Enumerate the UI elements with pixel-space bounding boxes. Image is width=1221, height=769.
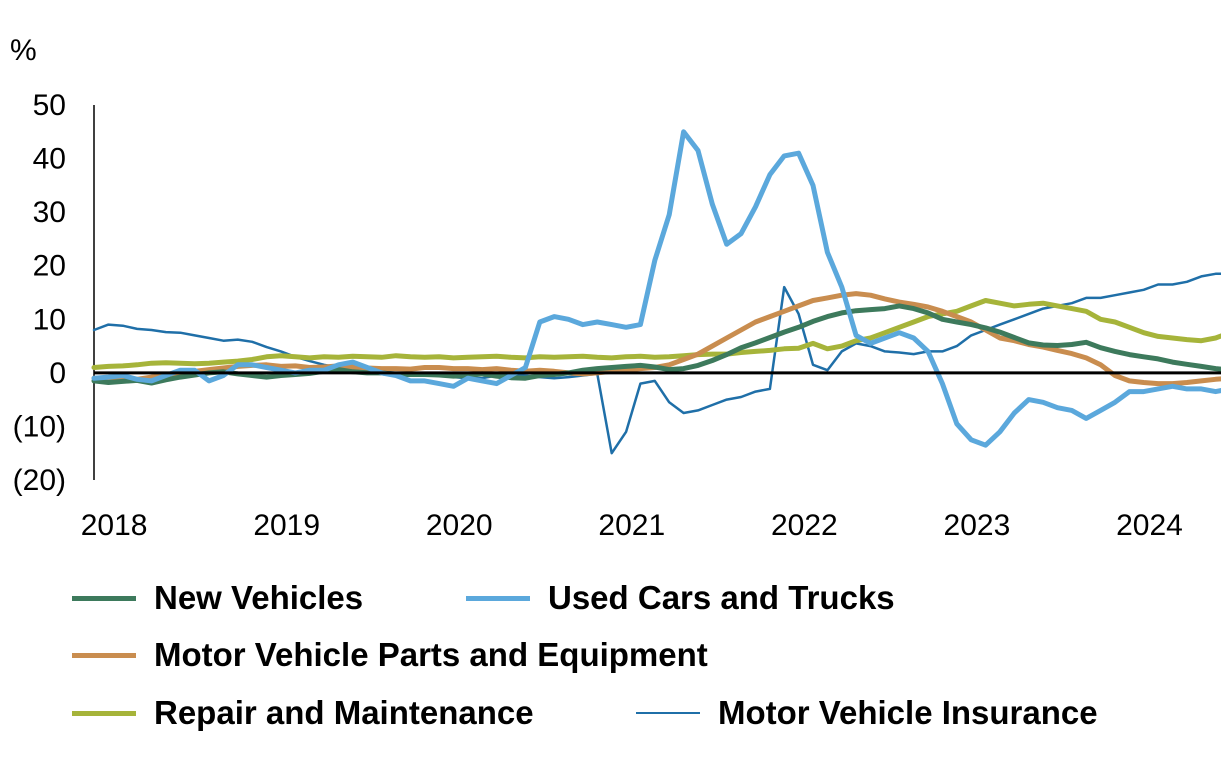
y-tick-label: 50 [33, 89, 66, 122]
x-tick-label: 2019 [253, 509, 320, 542]
y-tick-label: 0 [49, 357, 66, 390]
x-tick-label: 2020 [426, 509, 493, 542]
legend-label: Motor Vehicle Parts and Equipment [154, 636, 708, 673]
series-layer [91, 129, 1221, 455]
x-tick-label: 2023 [944, 509, 1011, 542]
y-axis-ticks: 50 40 30 20 10 0 (10) (20) [13, 89, 66, 497]
x-tick-label: 2024 [1116, 509, 1183, 542]
series-line-motor-vehicle-insurance [92, 272, 1221, 455]
y-tick-label: 20 [33, 250, 66, 283]
y-tick-label: 30 [33, 196, 66, 229]
legend-label: Repair and Maintenance [154, 694, 534, 731]
x-tick-label: 2021 [598, 509, 665, 542]
legend-item-insurance: Motor Vehicle Insurance [636, 693, 1098, 733]
legend-label: New Vehicles [154, 579, 364, 616]
legend-swatch [72, 652, 136, 658]
y-tick-label: 10 [33, 303, 66, 336]
legend-swatch [466, 595, 530, 601]
legend: New Vehicles Used Cars and Trucks Motor … [0, 570, 1221, 760]
legend-swatch [636, 712, 700, 714]
legend-swatch [72, 710, 136, 716]
legend-item-repair-maintenance: Repair and Maintenance [72, 693, 534, 733]
y-tick-label: 40 [33, 143, 66, 176]
legend-item-parts-equipment: Motor Vehicle Parts and Equipment [72, 635, 708, 675]
x-tick-label: 2022 [771, 509, 838, 542]
legend-swatch [72, 595, 136, 601]
x-tick-label: 2018 [81, 509, 148, 542]
y-tick-label: (10) [13, 410, 66, 443]
series-line-used-cars-and-trucks [91, 129, 1221, 448]
series-line-repair-and-maintenance [91, 298, 1221, 370]
unit-label: % [10, 34, 37, 67]
x-axis-ticks: 2018 2019 2020 2021 2022 2023 2024 [81, 509, 1183, 542]
legend-label: Used Cars and Trucks [548, 579, 895, 616]
y-tick-label: (20) [13, 464, 66, 497]
legend-item-new-vehicles: New Vehicles [72, 578, 363, 618]
legend-item-used-cars: Used Cars and Trucks [466, 578, 895, 618]
legend-label: Motor Vehicle Insurance [718, 694, 1098, 731]
